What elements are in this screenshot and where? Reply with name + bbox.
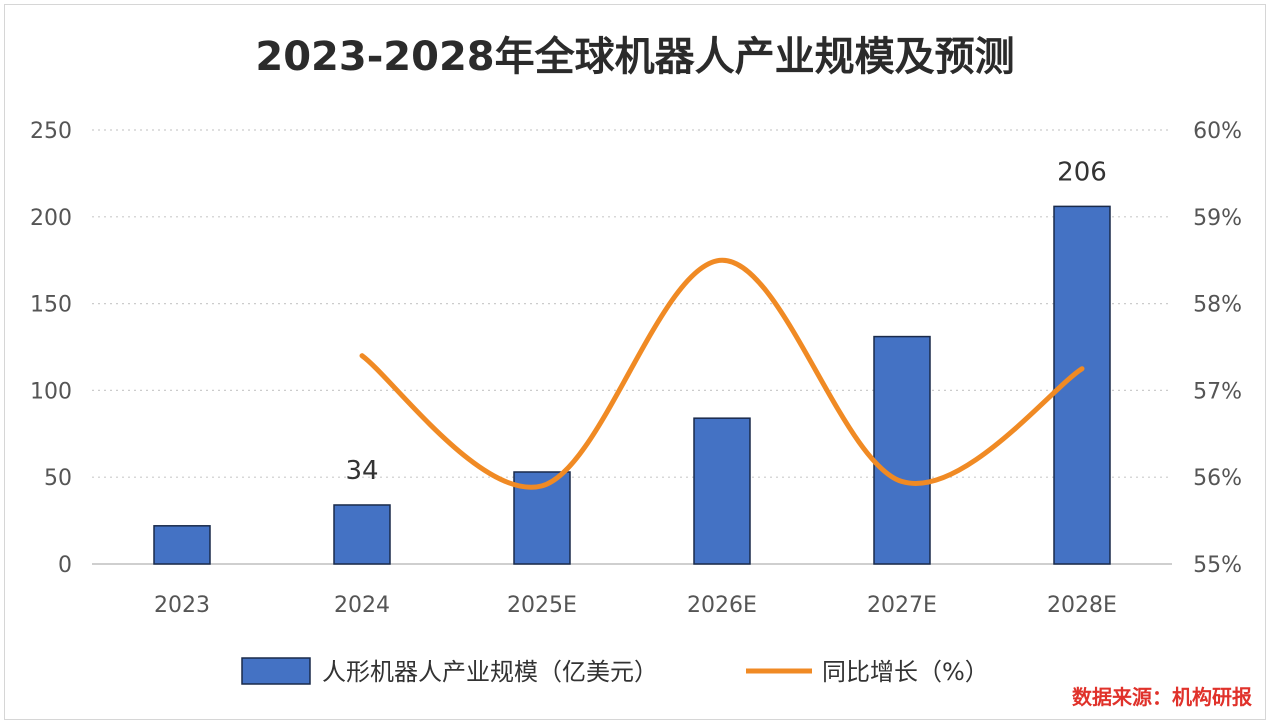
x-axis-ticks: 2023 2024 2025E 2026E 2027E 2028E: [154, 593, 1117, 618]
x-tick-label: 2023: [154, 593, 210, 618]
legend-label-line: 同比增长（%）: [822, 658, 989, 686]
left-axis-ticks: 0 50 100 150 200 250: [30, 119, 72, 578]
left-tick-label: 0: [58, 553, 72, 578]
growth-line-path: [359, 257, 1085, 490]
gridlines: [92, 129, 1172, 565]
x-tick-label: 2027E: [867, 593, 937, 618]
bars: [153, 205, 1111, 565]
left-tick-label: 50: [44, 466, 72, 491]
left-tick-label: 150: [30, 293, 72, 318]
bar-data-label: 34: [345, 456, 378, 486]
right-tick-label: 55%: [1193, 553, 1242, 578]
left-tick-label: 200: [30, 206, 72, 231]
left-tick-label: 250: [30, 119, 72, 144]
right-tick-label: 57%: [1193, 379, 1242, 404]
right-tick-label: 59%: [1193, 206, 1242, 231]
left-tick-label: 100: [30, 379, 72, 404]
x-tick-label: 2026E: [687, 593, 757, 618]
legend-swatch-bar: [241, 657, 311, 685]
bar-data-labels: 34 206: [345, 157, 1106, 486]
growth-line: [359, 257, 1085, 490]
legend: 人形机器人产业规模（亿美元） 同比增长（%）: [241, 657, 989, 686]
legend-label-bar: 人形机器人产业规模（亿美元）: [322, 658, 658, 686]
x-tick-label: 2025E: [507, 593, 577, 618]
bar: [153, 525, 211, 565]
bar-data-label: 206: [1057, 157, 1107, 187]
right-tick-label: 58%: [1193, 293, 1242, 318]
source-note: 数据来源：机构研报: [1072, 685, 1252, 709]
right-tick-label: 56%: [1193, 466, 1242, 491]
bar: [873, 335, 931, 565]
x-tick-label: 2024: [334, 593, 390, 618]
right-axis-ticks: 55% 56% 57% 58% 59% 60%: [1193, 119, 1242, 578]
bar: [693, 417, 751, 565]
right-tick-label: 60%: [1193, 119, 1242, 144]
bar: [333, 504, 391, 565]
chart-title: 2023-2028年全球机器人产业规模及预测: [255, 34, 1014, 80]
x-tick-label: 2028E: [1047, 593, 1117, 618]
chart-frame: [4, 4, 1266, 720]
